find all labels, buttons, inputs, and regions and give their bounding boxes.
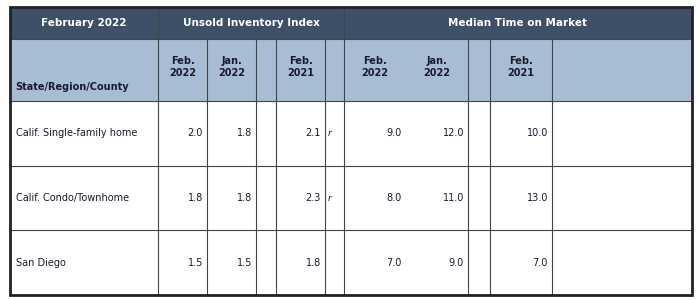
Text: 1.8: 1.8 [237,128,252,138]
Bar [276,230,325,295]
Text: 1.8: 1.8 [188,193,203,203]
Text: 8.0: 8.0 [386,193,402,203]
Bar [207,101,256,166]
Text: Feb.
2021: Feb. 2021 [508,56,535,78]
Text: San Diego: San Diego [16,258,66,268]
Text: 7.0: 7.0 [386,258,402,268]
Text: Median Time on Market: Median Time on Market [449,18,587,28]
Bar [276,39,325,101]
Bar [468,230,490,295]
Bar [256,230,276,295]
Text: 9.0: 9.0 [386,128,402,138]
Bar [406,166,468,230]
Bar [207,39,256,101]
Bar [552,166,692,230]
Bar [344,101,406,166]
Bar [406,230,468,295]
Bar [468,166,490,230]
Text: r: r [328,194,332,202]
Text: 12.0: 12.0 [442,128,464,138]
Bar [325,230,344,295]
Bar [158,166,207,230]
Text: Feb.
2022: Feb. 2022 [169,56,196,78]
Text: Calif. Single-family home: Calif. Single-family home [16,128,137,138]
Bar [406,39,468,101]
Text: Unsold Inventory Index: Unsold Inventory Index [183,18,319,28]
Bar [10,7,692,39]
Bar [344,166,406,230]
Bar [256,166,276,230]
Bar [325,101,344,166]
Text: 10.0: 10.0 [526,128,548,138]
Text: 1.8: 1.8 [237,193,252,203]
Bar [276,166,325,230]
Text: February 2022: February 2022 [41,18,127,28]
Bar [552,230,692,295]
Text: 7.0: 7.0 [533,258,548,268]
Text: 2.1: 2.1 [306,128,321,138]
Text: 2.3: 2.3 [306,193,321,203]
Bar [325,166,344,230]
Bar [10,39,158,101]
Bar [490,39,552,101]
Bar [207,166,256,230]
Bar [256,39,276,101]
Bar [158,39,207,101]
Bar [552,39,692,101]
Bar [158,230,207,295]
Text: Jan.
2022: Jan. 2022 [424,56,451,78]
Text: 1.5: 1.5 [188,258,203,268]
Text: 9.0: 9.0 [449,258,464,268]
Text: State/Region/County: State/Region/County [15,82,129,92]
Bar [490,166,552,230]
Bar [10,166,158,230]
Bar [552,101,692,166]
Text: 1.5: 1.5 [237,258,252,268]
Text: Feb.
2022: Feb. 2022 [361,56,388,78]
Bar [490,101,552,166]
Bar [490,230,552,295]
Text: r: r [328,129,332,138]
Bar [158,101,207,166]
Text: 2.0: 2.0 [188,128,203,138]
Bar [468,39,490,101]
Bar [468,101,490,166]
Bar [256,101,276,166]
Text: 1.8: 1.8 [306,258,321,268]
Text: Jan.
2022: Jan. 2022 [218,56,245,78]
Bar [207,230,256,295]
Text: Calif. Condo/Townhome: Calif. Condo/Townhome [16,193,129,203]
Bar [276,101,325,166]
Text: Feb.
2021: Feb. 2021 [287,56,314,78]
Bar [344,39,406,101]
Text: 13.0: 13.0 [526,193,548,203]
Bar [344,230,406,295]
Bar [325,39,344,101]
Bar [10,101,158,166]
Text: 11.0: 11.0 [442,193,464,203]
Bar [406,101,468,166]
Bar [10,230,158,295]
